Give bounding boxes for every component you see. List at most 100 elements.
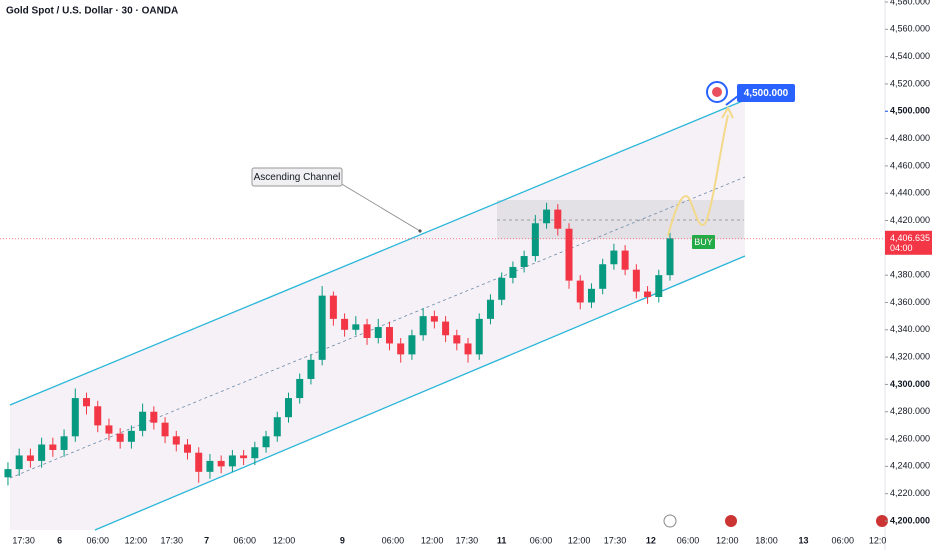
target-icon-center — [712, 87, 722, 97]
x-tick-label: 06:00 — [832, 535, 855, 545]
y-tick-label: 4,340.000 — [890, 324, 930, 334]
candle-body — [38, 444, 46, 461]
y-tick-label: 4,420.000 — [890, 215, 930, 225]
countdown-label: 04:00 — [890, 243, 913, 253]
candle-body — [240, 455, 248, 459]
signal-box — [692, 235, 715, 249]
y-tick-label: 4,200.000 — [890, 515, 930, 525]
annotation-box — [251, 167, 343, 187]
candle-body — [307, 359, 315, 379]
candle-body — [531, 223, 539, 257]
y-tick-label: 4,440.000 — [890, 188, 930, 198]
candle-body — [453, 335, 461, 344]
candle-body — [172, 436, 180, 445]
candle-body — [284, 398, 292, 418]
candle-body — [408, 335, 416, 355]
y-tick-label: 4,360.000 — [890, 297, 930, 307]
x-tick-label: 6 — [57, 535, 62, 545]
event-icon — [663, 514, 677, 528]
candle-body — [206, 460, 214, 472]
candle-body — [139, 411, 147, 431]
y-tick-label: 4,220.000 — [890, 488, 930, 498]
x-tick-label: 9 — [340, 535, 345, 545]
y-tick-label: 4,580.000 — [890, 0, 930, 6]
x-tick-label: 12:00 — [421, 535, 444, 545]
candle-body — [621, 250, 629, 270]
y-tick-label: 4,320.000 — [890, 351, 930, 361]
x-tick-label: 7 — [204, 535, 209, 545]
candle-body — [610, 250, 618, 265]
candle-body — [666, 238, 674, 276]
signal-label: BUY — [694, 237, 713, 247]
x-tick-label: 13 — [799, 535, 809, 545]
y-tick-label: 4,460.000 — [890, 160, 930, 170]
x-tick-label: 06:00 — [86, 535, 109, 545]
candle-body — [83, 398, 91, 407]
candle-body — [486, 299, 494, 319]
y-tick-label: 4,520.000 — [890, 78, 930, 88]
candle-body — [49, 444, 57, 450]
y-tick-label: 4,380.000 — [890, 270, 930, 280]
y-tick-label: 4,480.000 — [890, 133, 930, 143]
chart-title: Gold Spot / U.S. Dollar · 30 · OANDA — [6, 6, 178, 17]
annotation-pointer — [339, 182, 421, 232]
candle-body — [273, 417, 281, 437]
candle-body — [341, 318, 349, 330]
candle-body — [150, 411, 158, 423]
candle-body — [352, 324, 360, 330]
candle-body — [228, 455, 236, 467]
candle-body — [4, 469, 12, 478]
candle-body — [195, 452, 203, 472]
y-tick-label: 4,560.000 — [890, 24, 930, 34]
x-tick-label: 06:00 — [233, 535, 256, 545]
candle-body — [576, 280, 584, 303]
annotation-text: Ascending Channel — [254, 172, 341, 183]
candle-body — [430, 316, 438, 322]
x-tick-label: 12:00 — [125, 535, 148, 545]
x-tick-label: 12 — [646, 535, 656, 545]
projection — [667, 114, 729, 237]
x-tick-label: 17:30 — [604, 535, 627, 545]
y-tick-label: 4,300.000 — [890, 379, 930, 389]
candle-body — [318, 295, 326, 360]
candle-body — [217, 460, 225, 467]
y-tick-label: 4,540.000 — [890, 51, 930, 61]
target-box — [737, 84, 795, 102]
candle-body — [442, 321, 450, 336]
candle-body — [15, 455, 23, 470]
x-tick-label: 06:00 — [382, 535, 405, 545]
candle-body — [554, 209, 562, 229]
candle-body — [94, 406, 102, 426]
x-tick-label: 06:00 — [677, 535, 700, 545]
candle-body — [363, 324, 371, 338]
flag-icon — [876, 515, 888, 527]
x-tick-label: 12:00 — [716, 535, 739, 545]
candle-body — [116, 433, 124, 442]
current-price-label: 4,406.635 — [890, 233, 930, 243]
x-tick-label: 11 — [497, 535, 507, 545]
candle-body — [161, 422, 169, 437]
current-price-box — [885, 230, 932, 255]
candle-body — [498, 277, 506, 300]
annotation-dot — [418, 229, 422, 233]
projection-arrow — [721, 105, 734, 119]
candle-body — [262, 436, 270, 448]
candle-body — [509, 266, 517, 278]
candle-body — [184, 444, 192, 453]
candle-body — [385, 327, 393, 344]
candle-body — [464, 343, 472, 355]
x-tick-label: 12:00 — [568, 535, 591, 545]
y-tick-label: 4,240.000 — [890, 461, 930, 471]
x-tick-label: 17:30 — [12, 535, 35, 545]
target-label: 4,500.000 — [744, 88, 789, 99]
x-tick-label: 12:00 — [273, 535, 296, 545]
candle-body — [71, 398, 79, 437]
candle-body — [329, 295, 337, 319]
flag-icon — [725, 515, 737, 527]
y-tick-label: 4,260.000 — [890, 433, 930, 443]
candle-body — [26, 455, 34, 461]
candle-body — [374, 327, 382, 338]
candle-body — [543, 209, 551, 224]
candle-body — [60, 436, 68, 450]
candle-body — [565, 228, 573, 281]
